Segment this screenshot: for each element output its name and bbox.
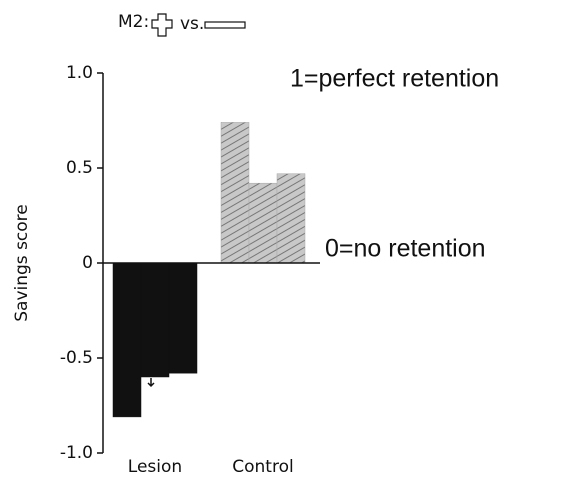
annotation: 0=no retention xyxy=(325,235,486,263)
bar xyxy=(276,173,306,264)
bar xyxy=(168,262,198,374)
title-part: M2: xyxy=(118,12,149,32)
y-axis-label: Savings score xyxy=(12,204,32,322)
bar xyxy=(248,182,278,264)
cross-icon xyxy=(151,13,173,37)
arrow xyxy=(147,378,155,388)
rect-icon xyxy=(204,21,246,29)
title-part: vs. xyxy=(180,14,204,34)
y-tick-label: 1.0 xyxy=(66,63,93,83)
y-tick-label: 0 xyxy=(82,253,93,273)
x-tick-label: Control xyxy=(232,457,293,477)
y-tick-label: -1.0 xyxy=(60,443,93,463)
bar xyxy=(112,262,142,418)
y-tick-label: -0.5 xyxy=(60,348,93,368)
x-tick-label: Lesion xyxy=(128,457,182,477)
y-tick-label: 0.5 xyxy=(66,158,93,178)
bar xyxy=(140,262,170,378)
bar xyxy=(220,122,250,264)
annotation: 1=perfect retention xyxy=(290,65,499,93)
